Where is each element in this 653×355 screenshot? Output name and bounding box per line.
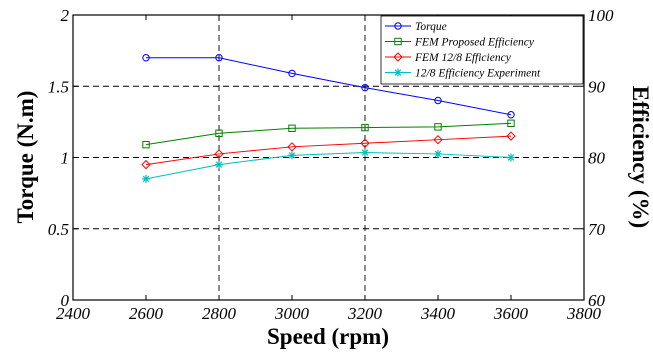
data-point	[361, 148, 369, 157]
x-tick-label: 2600	[129, 304, 164, 323]
x-tick-label: 3000	[274, 304, 310, 323]
data-point	[215, 129, 223, 137]
series-3	[142, 148, 515, 183]
data-point	[214, 149, 224, 159]
left-axis-title: Torque (N.m)	[13, 91, 38, 224]
legend-label: FEM 12/8 Efficiency	[414, 52, 512, 64]
x-tick-label: 3800	[566, 304, 602, 323]
x-axis-title: Speed (rpm)	[267, 324, 389, 349]
star-stroke	[507, 154, 515, 161]
legend-box	[380, 15, 584, 85]
data-point	[142, 54, 150, 62]
series-1	[142, 119, 515, 149]
star-stroke	[434, 150, 442, 158]
left-tick-label: 2	[61, 6, 70, 25]
legend-swatch-marker	[393, 52, 403, 62]
data-point	[433, 134, 443, 145]
left-tick-label: 0	[61, 291, 70, 310]
left-tick-label: 1	[61, 149, 70, 168]
series-line	[146, 57, 512, 116]
legend-entry-1: FEM Proposed Efficiency	[385, 37, 535, 49]
legend-swatch-marker	[394, 37, 402, 46]
data-point	[287, 142, 297, 152]
x-tick-label: 2800	[202, 304, 237, 323]
legend-swatch-marker	[394, 68, 402, 77]
series-layer	[141, 54, 516, 183]
x-tick-label: 3600	[493, 304, 529, 323]
legend-entry-2: FEM 12/8 Efficiency	[385, 52, 512, 64]
data-point	[360, 138, 370, 148]
right-tick-label: 60	[588, 291, 606, 310]
data-point	[142, 174, 150, 183]
star-stroke	[394, 69, 402, 76]
legend-label: FEM Proposed Efficiency	[414, 37, 535, 49]
right-tick-label: 70	[588, 220, 606, 239]
data-point	[288, 151, 296, 160]
x-tick-label: 2400	[56, 304, 91, 323]
data-point	[506, 131, 516, 141]
data-point	[142, 140, 150, 149]
series-2	[141, 131, 516, 170]
legend-entry-3: 12/8 Efficiency Experiment	[385, 68, 541, 80]
series-line	[145, 122, 512, 146]
star-stroke	[361, 149, 369, 156]
series-0	[142, 54, 515, 119]
data-point	[507, 153, 515, 162]
data-point	[507, 111, 515, 119]
right-axis-title: Efficiency (%)	[628, 86, 653, 228]
left-tick-label: 0.5	[48, 220, 69, 239]
data-point	[434, 96, 442, 105]
x-tick-label: 3200	[347, 304, 383, 323]
star-stroke	[288, 152, 296, 159]
series-line	[145, 135, 512, 166]
x-tick-label: 3400	[420, 304, 456, 323]
star-stroke	[142, 175, 150, 183]
right-tick-label: 90	[588, 77, 606, 96]
data-point	[288, 124, 296, 132]
data-point	[215, 54, 223, 62]
data-point	[361, 123, 369, 132]
data-point	[434, 149, 442, 158]
right-tick-label: 80	[588, 149, 606, 168]
data-point	[361, 83, 369, 92]
series-line	[145, 152, 512, 180]
data-point	[507, 119, 515, 127]
legend-entry-0: Torque	[385, 21, 447, 33]
data-point	[141, 159, 151, 170]
legend-label: Torque	[415, 21, 447, 33]
axis-ticks: 2400 2600 2800 3000 3200 3400 3600 3800 0 0.5 1 1.5…	[48, 6, 614, 323]
star-stroke	[215, 161, 223, 168]
legend-swatch-marker	[394, 22, 402, 30]
data-point	[215, 160, 223, 169]
data-point	[288, 69, 296, 78]
left-tick-label: 1.5	[48, 77, 69, 96]
legend: Torque FEM Proposed Efficiency FEM 12/8 Ef…	[380, 15, 584, 85]
right-tick-label: 100	[588, 6, 614, 25]
data-point	[434, 123, 442, 131]
legend-label: 12/8 Efficiency Experiment	[415, 68, 541, 80]
